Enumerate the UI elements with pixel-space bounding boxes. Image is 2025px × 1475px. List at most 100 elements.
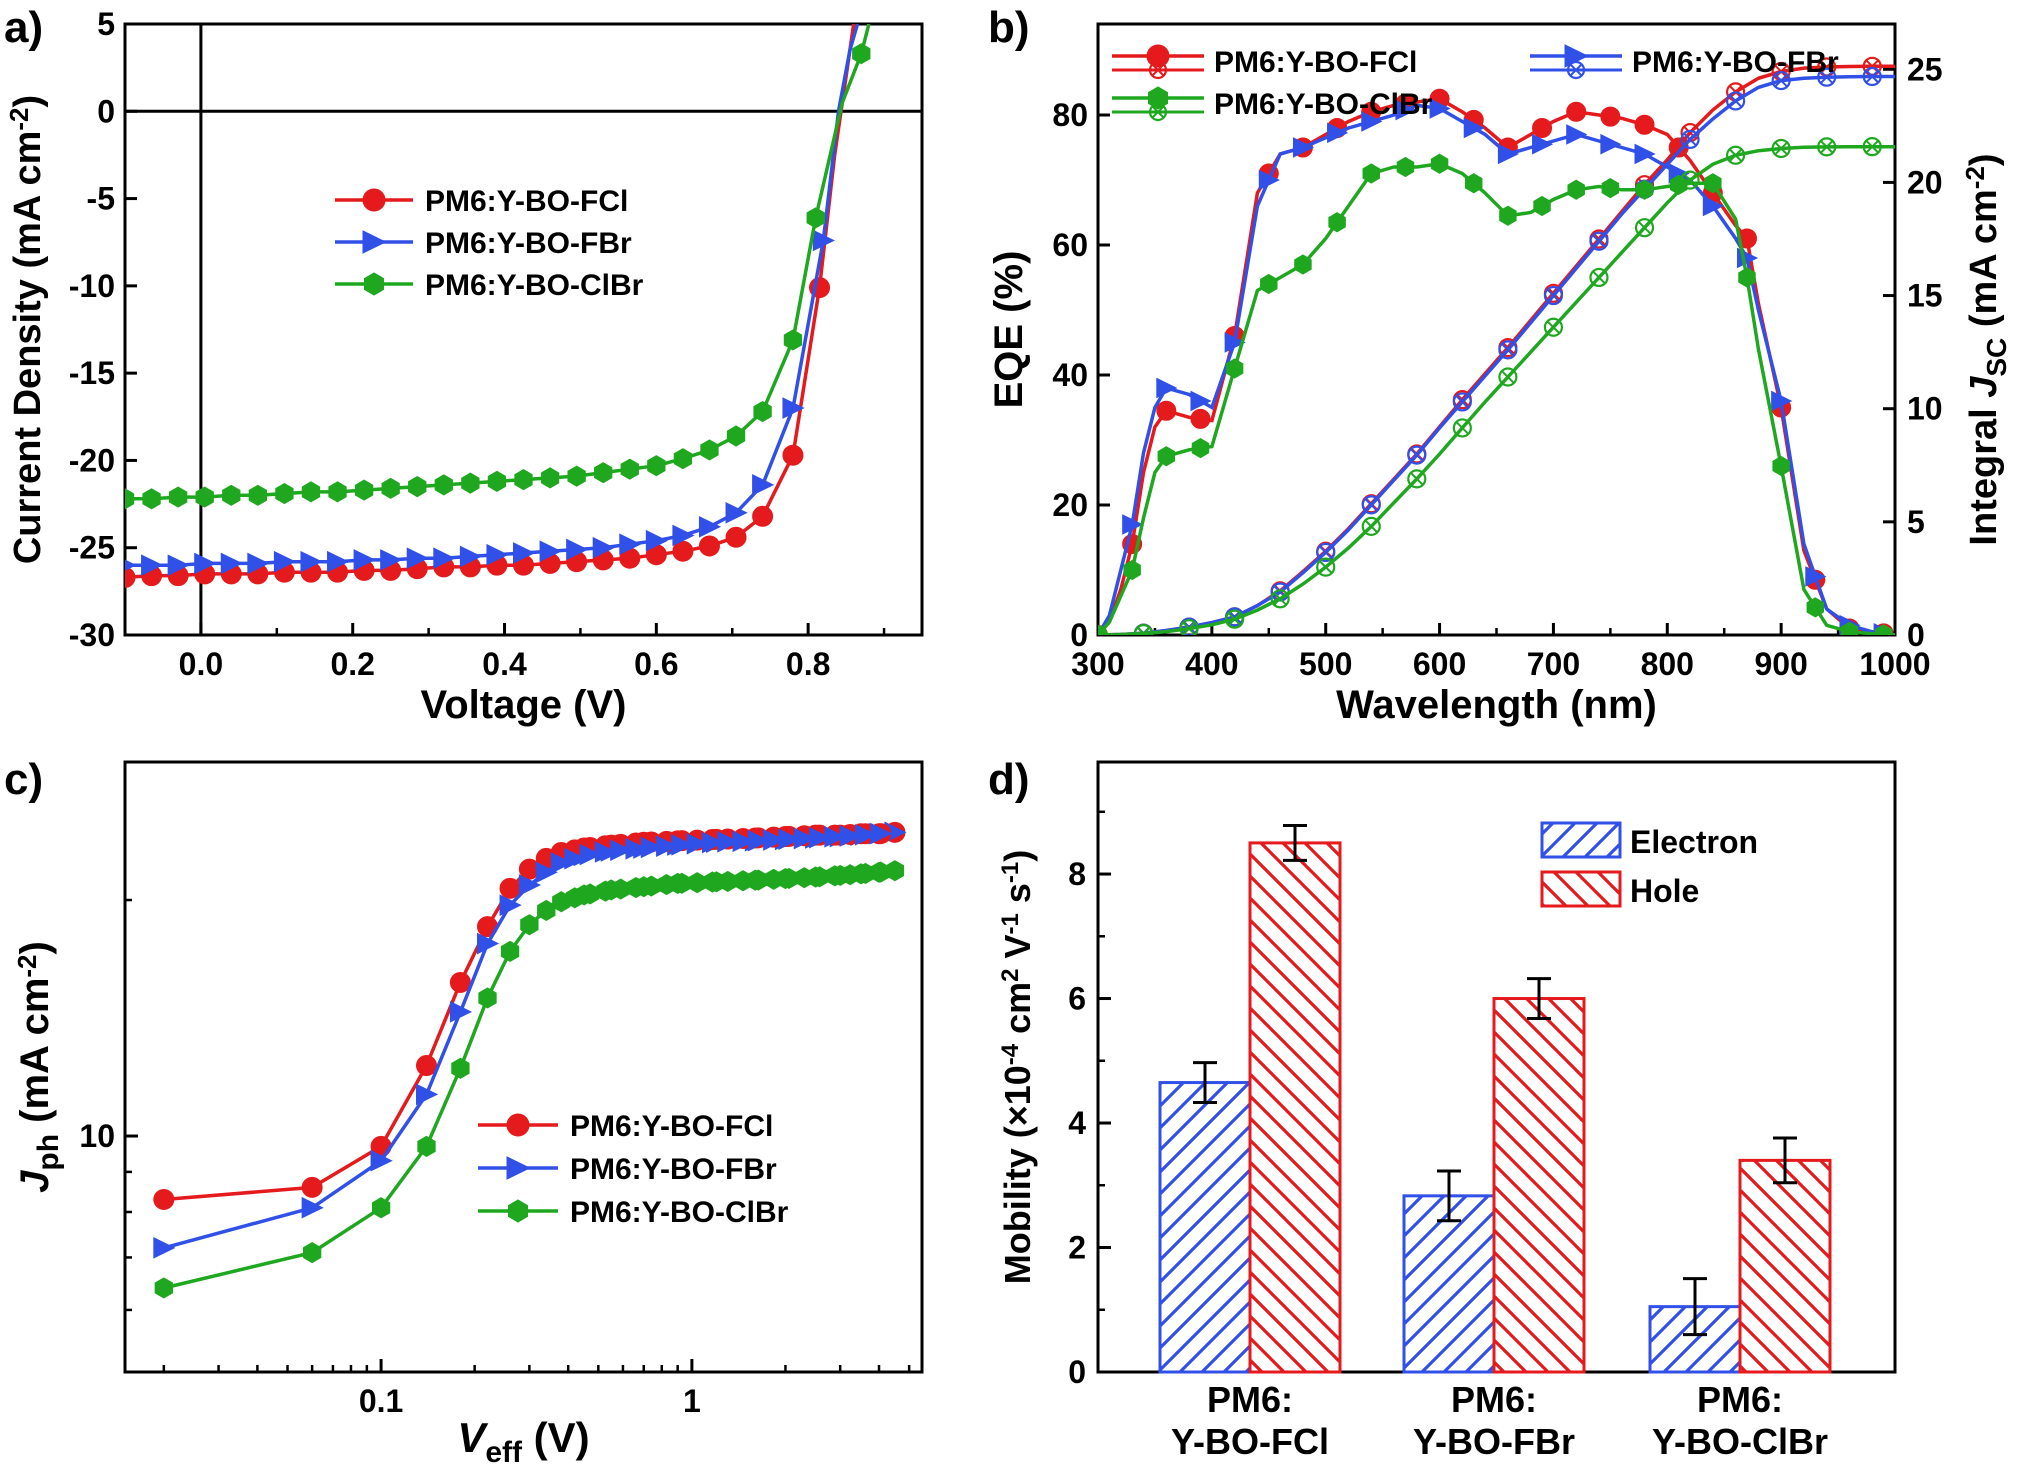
- x-tick-label: 600: [1413, 646, 1466, 682]
- panel-b: b)300 400 500 600 700 800 900 10000204060800510…: [987, 3, 2012, 727]
- data-point: [1704, 173, 1722, 194]
- data-point: [673, 448, 693, 470]
- data-point: [142, 488, 161, 510]
- data-point: [1635, 179, 1654, 200]
- bar-electron: [1402, 1194, 1496, 1374]
- data-point: [749, 869, 768, 891]
- y-axis-label: Mobility (×10-4 cm2 V-1 s-1): [997, 850, 1038, 1285]
- x-tick-label: 0.8: [786, 646, 830, 682]
- marker-cross: [1182, 621, 1196, 635]
- data-point: [795, 867, 814, 889]
- data-point: [1258, 169, 1280, 191]
- marker-cross: [1364, 498, 1379, 512]
- x-tick-label: 0.6: [634, 646, 678, 682]
- data-point: [1361, 111, 1383, 132]
- marker-cross: [1273, 591, 1287, 606]
- data-point: [1463, 117, 1485, 139]
- x-tick-label: 500: [1299, 646, 1352, 682]
- marker-cross: [1409, 472, 1424, 486]
- data-point: [1817, 137, 1837, 157]
- series-line: [1098, 64, 1895, 635]
- legend-marker: [1146, 44, 1170, 68]
- legend-label: PM6:Y-BO-ClBr: [570, 1196, 789, 1229]
- data-point: [657, 874, 676, 896]
- data-point: [1772, 455, 1790, 477]
- data-point: [580, 883, 600, 905]
- category-label: PM6:: [1451, 1379, 1537, 1420]
- data-point: [752, 505, 774, 527]
- y-axis-label: Current Density (mA cm-2): [4, 95, 49, 564]
- data-point: [1225, 609, 1245, 629]
- y-tick-label: 0: [1070, 617, 1088, 653]
- data-point: [1465, 173, 1483, 194]
- data-point: [195, 486, 214, 508]
- y-tick-label: 40: [1052, 357, 1088, 393]
- data-point: [381, 477, 400, 499]
- data-point: [610, 839, 633, 861]
- legend-label: PM6:Y-BO-FCl: [1214, 46, 1417, 79]
- data-point: [782, 444, 804, 466]
- data-point: [779, 867, 799, 890]
- y-axis-label: Jph (mA cm-2): [12, 941, 65, 1193]
- y2-tick-label: 10: [1907, 391, 1943, 427]
- data-point: [194, 552, 217, 575]
- marker-ring: [1862, 137, 1882, 157]
- data-point: [1361, 495, 1381, 515]
- marker-ring: [1133, 624, 1154, 635]
- x-axis-label: Veff (V): [457, 1414, 589, 1469]
- y-tick-label: 10: [79, 1118, 115, 1154]
- panel-label: b): [988, 3, 1030, 52]
- marker-ring: [1316, 557, 1336, 577]
- marker-cross: [1865, 139, 1880, 154]
- marker-cross: [1774, 141, 1788, 156]
- data-point: [839, 825, 862, 847]
- data-point: [701, 831, 725, 854]
- data-point: [1429, 98, 1451, 119]
- data-point: [535, 861, 558, 884]
- data-point: [518, 874, 542, 896]
- legend-label: PM6:Y-BO-ClBr: [425, 269, 644, 302]
- data-point: [852, 43, 871, 65]
- data-point: [1499, 205, 1517, 226]
- legend-label: PM6:Y-BO-FBr: [425, 227, 632, 260]
- data-point: [672, 540, 694, 562]
- data-point: [725, 501, 748, 524]
- data-point: [301, 1196, 324, 1219]
- data-point: [1862, 66, 1882, 87]
- data-point: [726, 425, 746, 447]
- data-point: [1260, 273, 1278, 295]
- marker-ring: [1270, 589, 1290, 609]
- x-tick-label: 300: [1071, 646, 1124, 682]
- marker-ring: [1725, 145, 1746, 165]
- data-point: [619, 533, 642, 556]
- marker-ring: [1225, 609, 1245, 629]
- data-point: [154, 1277, 173, 1299]
- data-point: [753, 400, 772, 423]
- y2-tick-label: 15: [1907, 278, 1943, 314]
- series-2: [154, 860, 905, 1299]
- data-point: [1738, 267, 1756, 288]
- data-point: [856, 862, 875, 885]
- data-point: [1225, 358, 1244, 379]
- data-point: [810, 866, 829, 888]
- panel-c: c) 0.1 1 10 Veff (V) Jph (mA cm-2) PM6:Y-BO-FC…: [4, 755, 924, 1469]
- data-point: [300, 550, 323, 573]
- y2-tick-label: 25: [1907, 51, 1943, 87]
- legend-marker: [506, 1113, 530, 1137]
- marker-cross: [1865, 59, 1880, 74]
- data-point: [301, 481, 321, 503]
- marker-cross: [1546, 288, 1561, 303]
- data-point: [461, 472, 480, 494]
- legend-marker: [363, 272, 385, 296]
- x-axis-label: Wavelength (nm): [1336, 683, 1657, 727]
- data-point: [1634, 143, 1656, 165]
- marker-ring: [1771, 138, 1791, 159]
- legend-label: Electron: [1630, 824, 1758, 860]
- data-point: [273, 550, 297, 573]
- data-point: [449, 1001, 473, 1023]
- data-point: [459, 545, 483, 568]
- data-point: [579, 843, 602, 866]
- marker-cross: [1227, 612, 1242, 626]
- marker-cross: [1501, 370, 1515, 384]
- marker-ring: [1361, 516, 1381, 536]
